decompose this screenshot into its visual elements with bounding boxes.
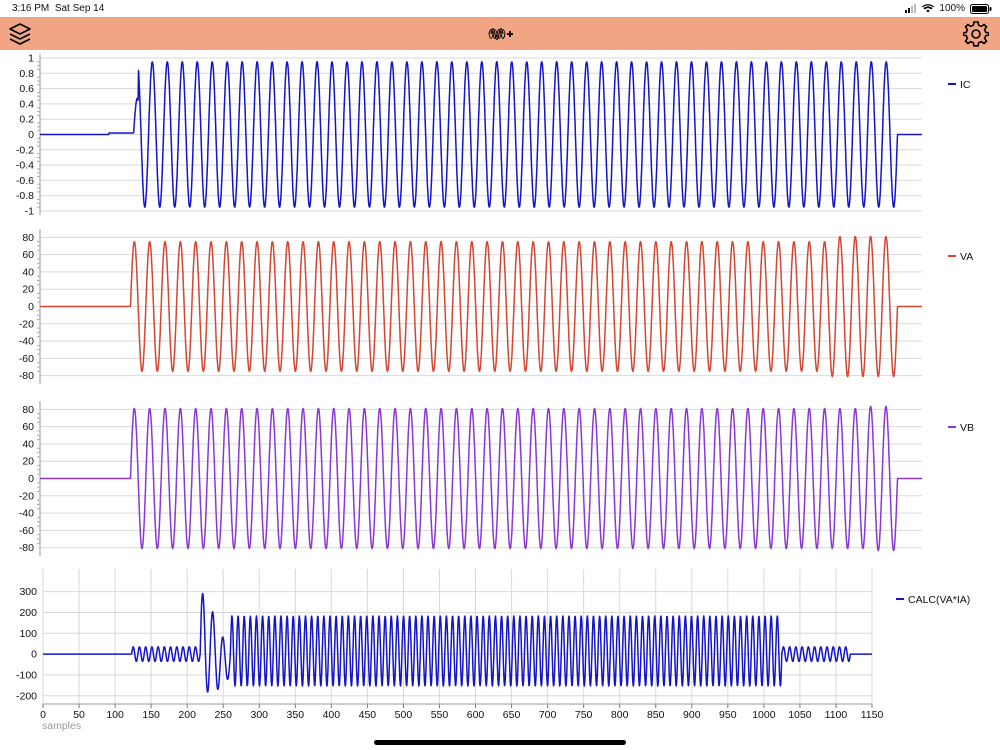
y-tick-label: 0	[31, 649, 37, 661]
y-tick-label: -80	[19, 370, 34, 382]
series-line	[39, 405, 923, 552]
y-tick-label: 0	[28, 129, 34, 141]
y-tick-label: 60	[22, 249, 34, 261]
cellular-signal-icon	[905, 4, 917, 13]
x-tick-label: 1050	[788, 709, 812, 721]
y-tick-label: -200	[16, 690, 37, 702]
x-tick-label: 250	[214, 709, 232, 721]
y-tick-label: -60	[19, 525, 34, 537]
y-tick-label: -0.8	[16, 190, 34, 202]
x-tick-label: 750	[575, 709, 593, 721]
x-tick-label: 1150	[861, 709, 884, 721]
y-tick-label: 80	[22, 404, 34, 416]
y-tick-label: 60	[22, 421, 34, 433]
x-tick-label: 650	[503, 709, 521, 721]
y-tick-label: 300	[19, 586, 37, 598]
x-tick-label: 100	[106, 709, 124, 721]
y-tick-label: 0.4	[19, 98, 34, 110]
status-time-date: 3:16 PM Sat Sep 14	[12, 3, 104, 14]
y-tick-label: 0.8	[19, 68, 34, 80]
legend-label: IC	[960, 79, 971, 91]
y-tick-label: 80	[22, 232, 34, 244]
y-tick-label: -20	[19, 318, 34, 330]
y-tick-label: -0.6	[16, 175, 34, 187]
y-tick-label: -40	[19, 336, 34, 348]
gear-icon[interactable]	[962, 21, 990, 47]
y-tick-label: 40	[22, 266, 34, 278]
x-tick-label: 50	[73, 709, 85, 721]
chart-panel: 80 60 40 20 0 -20 -40 -60 -80 VA	[19, 229, 973, 384]
home-indicator[interactable]	[374, 740, 626, 745]
toolbar	[0, 17, 1000, 50]
y-tick-label: 1	[28, 53, 34, 65]
y-tick-label: 0	[28, 301, 34, 313]
x-tick-label: 550	[431, 709, 449, 721]
y-tick-label: -0.2	[16, 144, 34, 156]
legend-label: VA	[960, 251, 973, 263]
y-tick-label: 200	[19, 607, 37, 619]
x-tick-label: 950	[719, 709, 737, 721]
y-tick-label: -40	[19, 508, 34, 520]
x-tick-label: 850	[647, 709, 665, 721]
wifi-icon	[922, 4, 935, 13]
x-tick-label: 450	[359, 709, 377, 721]
x-tick-label: 500	[395, 709, 413, 721]
battery-percent: 100%	[939, 3, 965, 14]
status-time: 3:16 PM	[12, 3, 50, 14]
legend-label: VB	[960, 422, 974, 434]
x-tick-label: 1000	[752, 709, 776, 721]
y-tick-label: 0.2	[19, 114, 34, 126]
status-right: 100%	[905, 3, 992, 14]
x-tick-label: 900	[683, 709, 701, 721]
series-line	[42, 592, 873, 693]
chart-panel: 80 60 40 20 0 -20 -40 -60 -80 VB	[19, 401, 974, 556]
waveform-add-icon[interactable]	[487, 21, 515, 47]
x-tick-label: 700	[539, 709, 557, 721]
y-tick-label: -60	[19, 353, 34, 365]
y-tick-label: 40	[22, 438, 34, 450]
y-tick-label: -0.4	[16, 160, 34, 172]
layers-icon[interactable]	[7, 21, 33, 47]
y-tick-label: 20	[22, 456, 34, 468]
y-tick-label: -20	[19, 490, 34, 502]
battery-icon	[970, 3, 992, 14]
status-bar: 3:16 PM Sat Sep 14 100%	[0, 0, 1000, 17]
x-tick-label: 0	[40, 709, 46, 721]
x-tick-label: 800	[611, 709, 629, 721]
status-date: Sat Sep 14	[54, 3, 105, 14]
x-tick-label: 350	[287, 709, 305, 721]
x-tick-label: 400	[323, 709, 341, 721]
series-line	[39, 61, 923, 208]
y-tick-label: 20	[22, 284, 34, 296]
x-axis-label: samples	[42, 720, 81, 732]
waveform-charts[interactable]: 1 0.8 0.6 0.4 0.2 0 -0.2 -0.4 -0.6 -0.8 -1 IC 80 60 40…	[0, 50, 1000, 740]
y-tick-label: -100	[16, 669, 37, 681]
x-tick-label: 150	[142, 709, 160, 721]
y-tick-label: -1	[25, 206, 34, 218]
legend-label: CALC(VA*IA)	[908, 594, 970, 606]
x-tick-label: 1100	[825, 709, 848, 721]
x-tick-label: 300	[250, 709, 268, 721]
x-tick-label: 600	[467, 709, 485, 721]
x-tick-label: 200	[178, 709, 196, 721]
series-line	[39, 235, 923, 378]
y-tick-label: 0	[28, 473, 34, 485]
y-tick-label: 0.6	[19, 83, 34, 95]
chart-panel: 1 0.8 0.6 0.4 0.2 0 -0.2 -0.4 -0.6 -0.8 -1 IC	[16, 53, 971, 218]
y-tick-label: -80	[19, 542, 34, 554]
y-tick-label: 100	[19, 628, 37, 640]
